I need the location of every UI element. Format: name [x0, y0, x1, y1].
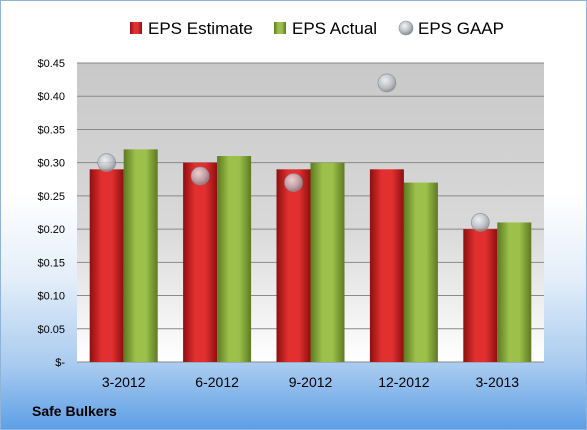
y-axis-ticks: $- $0.05 $0.10 $0.15 $0.20 $0.25 $0.30 $0.35 $0.… — [37, 58, 65, 369]
y-tick-label: $0.10 — [37, 291, 65, 303]
y-tick-label: $0.20 — [37, 224, 65, 236]
bar-eps-estimate — [276, 169, 311, 362]
marker-eps-gaap — [284, 173, 303, 192]
bar-eps-estimate — [369, 169, 404, 362]
marker-eps-gaap — [97, 153, 116, 172]
legend-label: EPS Actual — [292, 19, 377, 38]
x-tick-label: 3-2012 — [102, 374, 146, 390]
gaap-markers — [97, 73, 490, 232]
legend-swatch — [130, 22, 142, 34]
bar-eps-actual — [403, 182, 438, 362]
legend-swatch — [398, 20, 414, 36]
bar-eps-actual — [497, 222, 532, 362]
bar-eps-estimate — [89, 169, 124, 362]
y-tick-label: $0.05 — [37, 324, 65, 336]
x-tick-label: 6-2012 — [195, 374, 239, 390]
x-tick-label: 9-2012 — [289, 374, 333, 390]
y-tick-label: $0.25 — [37, 191, 65, 203]
bar-eps-estimate — [463, 229, 498, 362]
bar-eps-actual — [310, 162, 345, 362]
marker-eps-gaap — [377, 73, 397, 93]
y-tick-label: $0.15 — [37, 257, 65, 269]
legend: EPS Estimate EPS Actual EPS GAAP — [130, 19, 504, 38]
legend-label: EPS GAAP — [418, 19, 504, 38]
legend-swatch — [274, 22, 286, 34]
bar-eps-estimate — [183, 162, 218, 362]
bar-eps-actual — [123, 149, 158, 362]
y-tick-label: $0.45 — [37, 58, 65, 70]
y-tick-label: $- — [55, 357, 65, 369]
x-tick-label: 3-2013 — [476, 374, 520, 390]
y-tick-label: $0.30 — [37, 158, 65, 170]
x-axis-ticks: 3-2012 6-2012 9-2012 12-2012 3-2013 — [102, 374, 519, 390]
marker-eps-gaap — [190, 166, 210, 186]
bar-eps-actual — [217, 156, 252, 362]
company-caption: Safe Bulkers — [32, 403, 117, 419]
bars — [89, 149, 532, 362]
marker-eps-gaap — [470, 213, 490, 232]
y-tick-label: $0.40 — [37, 91, 65, 103]
y-tick-label: $0.35 — [37, 124, 65, 136]
x-tick-label: 12-2012 — [378, 374, 430, 390]
legend-label: EPS Estimate — [148, 19, 253, 38]
